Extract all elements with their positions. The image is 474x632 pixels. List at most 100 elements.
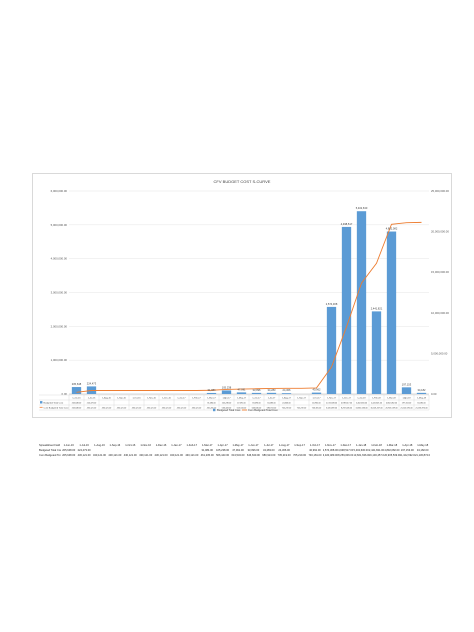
source-header-cell: 1-May-18 [417,444,429,447]
source-header-cell: 1-Sep-16 [109,444,121,447]
table-cell: 4,802,082.00 [386,403,397,405]
table-cell: 613,534.00 [237,408,246,410]
bar [236,392,247,394]
source-cell: 197,153.00 [400,449,414,452]
source-cell: 461,205.00 [200,454,214,457]
bar-data-label: 31,084 [208,388,216,392]
x-tick-label: 1-Jan-17 [177,398,186,400]
right-axis: 0.00 5,000,000.00 10,000,000.00 15,000,000.… [431,189,449,396]
source-cell: 646,630.00 [246,454,260,457]
source-cell: 105,238.00 [216,449,230,452]
source-cell: 31,084.00 [201,449,213,452]
source-cell: 47,091.00 [232,449,244,452]
table-cell: 34,182.00 [417,403,425,405]
table-cell: 2,574,308.00 [326,403,337,405]
source-cell: 4,938,517.00 [338,449,354,452]
x-tick-label: 1-Jan-18 [357,398,366,400]
source-cell: 430,121.00 [154,454,168,457]
table-cell: 646,630.00 [252,408,261,410]
source-cell: 205,648.00 [62,449,76,452]
bar-data-label: 34,283 [268,388,276,392]
x-tick-label: 1-Mar-18 [387,397,396,400]
legend-swatch-bars [213,408,216,412]
source-cell: 430,121.00 [185,454,199,457]
table-cell: 20,905,539.00 [385,408,397,410]
table-cell: 21,136,874.00 [415,408,427,410]
right-tick-label: 0.00 [431,392,437,396]
x-tick-label: 1-May-18 [417,398,427,400]
bar [416,392,427,394]
x-tick-label: 1-Jul-16 [88,398,96,400]
source-cell: 430,121.00 [77,454,91,457]
bar-data-label: 40,962 [313,388,321,392]
source-header-cell: 1-Nov-16 [140,444,151,447]
line-series [76,221,422,393]
x-tick-label: 1-Aug-17 [282,397,291,400]
right-tick-label: 15,000,000.00 [431,270,449,274]
chart-title: CFV BUDGET COST S-CURVE [214,179,271,184]
bar-data-label: 5,402,630 [356,206,368,210]
x-tick-label: 1-Nov-17 [327,398,336,400]
bar-data-label: 4,938,517 [341,222,353,226]
table-cell: 205,648.00 [72,403,81,405]
left-tick-label: 6,000,000.00 [51,189,68,193]
table-cell: 33,096.00 [252,403,260,405]
source-header-cell: 1-Apr-18 [402,444,413,447]
bar-series [71,211,427,394]
table-cell: 8,259,006.00 [341,408,352,410]
source-cell: 224,473.00 [77,449,91,452]
source-cell: 430,121.00 [92,454,106,457]
source-header-cell: 1-Jun-16 [63,444,74,447]
table-cell: 5,402,630.00 [356,403,367,405]
bar [386,231,397,394]
chart-legend: Budgeted Total Cost Cum Budgeted Total Co… [213,408,278,412]
source-row: Budgeted Total Cos 205,648.00 224,473.00 31… [39,448,444,453]
source-header-cell: 1-Jun-17 [248,444,259,447]
bar-data-label: 4,802,082 [386,227,398,231]
right-tick-label: 5,000,000.00 [431,351,448,355]
left-tick-label: 2,000,000.00 [51,324,68,328]
source-row-label: Budgeted Total Cos [39,449,61,452]
source-header-cell: 1-Jul-16 [79,444,89,447]
bar [71,387,82,394]
bar [371,311,382,394]
source-cell: 430,121.00 [169,454,183,457]
s-curve-chart: CFV BUDGET COST S-CURVE 0.00 1,000,000.00… [39,179,449,412]
source-cell: 21,136,874.00 [414,454,431,457]
source-cell: 705,219.00 [277,454,291,457]
left-tick-label: 4,000,000.00 [51,257,68,261]
source-cell: 746,181.00 [308,454,322,457]
source-cell: 16,103,457.00 [368,454,385,457]
source-header-cell: 1-Feb-18 [371,444,382,447]
table-cell: 430,121.00 [177,408,186,410]
bar-data-label: 205,648 [72,382,82,386]
gridlines [69,190,429,395]
table-cell: 24,306.00 [282,403,290,405]
table-cell: 13,661,636.00 [355,408,367,410]
source-cell: 13,661,636.00 [353,454,369,457]
source-header-cell: 1-Oct-16 [125,444,136,447]
source-header-cell: 1-Jan-18 [355,444,367,447]
table-cell: 2,441,821.00 [371,403,382,405]
source-header-cell: 1-Apr-17 [217,444,228,447]
bar-data-label: 34,182 [418,388,426,392]
bar-data-label: 224,473 [87,381,97,385]
x-tick-label: 1-Oct-16 [132,397,141,400]
source-header-cell: 1-Aug-16 [94,444,105,447]
bar-data-label: 105,238 [222,385,232,389]
source-cell: 705,219.00 [293,454,307,457]
left-tick-label: 3,000,000.00 [51,291,68,295]
x-tick-label: 1-Apr-18 [402,397,411,400]
legend-label: Budgeted Total Cost [217,408,241,412]
table-cell: 16,103,457.00 [370,408,382,410]
bar-data-label: 47,091 [238,387,246,391]
bar [401,387,412,394]
right-tick-label: 20,000,000.00 [431,230,449,234]
source-cell: 2,574,308.00 [322,449,338,452]
source-cell: 430,121.00 [108,454,122,457]
right-tick-label: 10,000,000.00 [431,311,449,315]
left-axis: 0.00 1,000,000.00 2,000,000.00 3,000,000.00… [51,189,68,396]
source-cell: 566,443.00 [216,454,230,457]
source-cell: 34,182.00 [416,449,429,452]
source-cell: 33,096.00 [247,449,260,452]
